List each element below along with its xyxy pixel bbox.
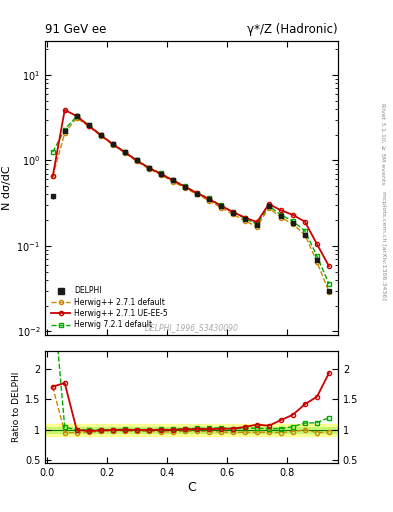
Bar [45,424,338,436]
Y-axis label: Ratio to DELPHI: Ratio to DELPHI [12,372,21,442]
X-axis label: C: C [187,481,196,494]
Text: mcplots.cern.ch [arXiv:1306.3436]: mcplots.cern.ch [arXiv:1306.3436] [381,191,386,300]
Text: 91 GeV ee: 91 GeV ee [45,23,107,36]
Text: γ*/Z (Hadronic): γ*/Z (Hadronic) [247,23,338,36]
Text: Rivet 3.1.10, ≥ 3M events: Rivet 3.1.10, ≥ 3M events [381,102,386,184]
Y-axis label: N dσ/dC: N dσ/dC [2,166,12,210]
Bar [45,427,338,433]
Text: DELPHI_1996_S3430090: DELPHI_1996_S3430090 [145,324,239,332]
Legend: DELPHI, Herwig++ 2.7.1 default, Herwig++ 2.7.1 UE-EE-5, Herwig 7.2.1 default: DELPHI, Herwig++ 2.7.1 default, Herwig++… [49,284,170,332]
